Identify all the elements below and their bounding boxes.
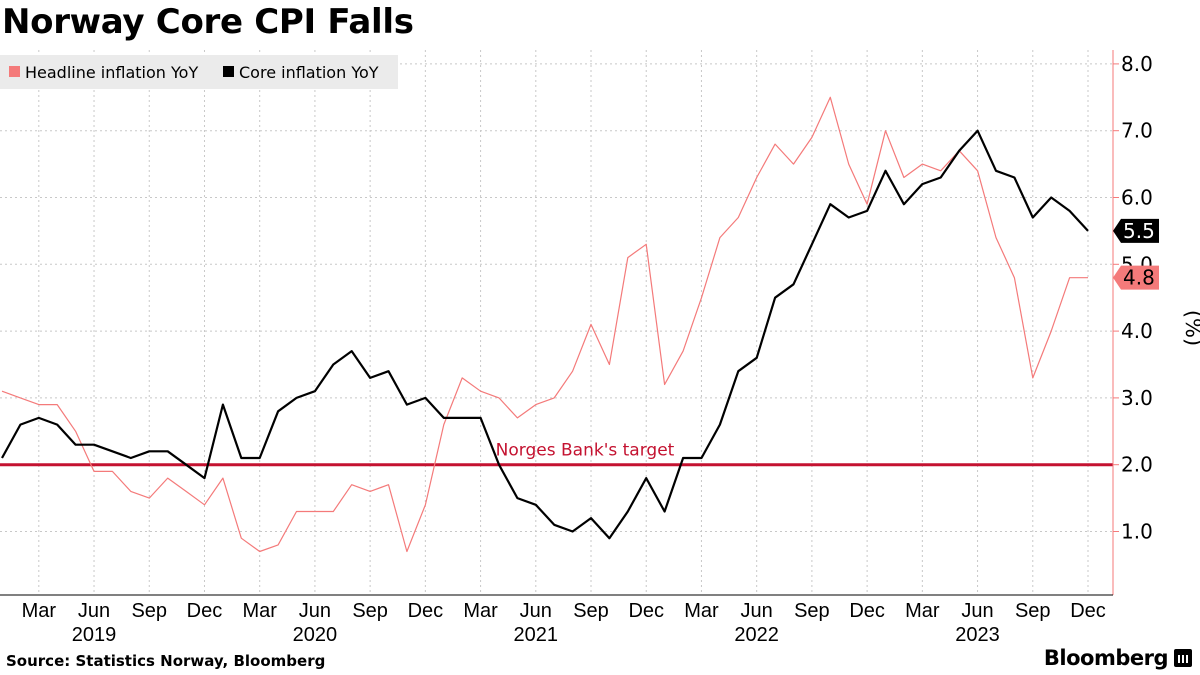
x-tick-label: Mar: [242, 600, 277, 622]
core-last-value-tag: 5.5: [1113, 218, 1159, 243]
terminal-icon: [1174, 649, 1192, 667]
grid: [0, 50, 1113, 595]
source-note: Source: Statistics Norway, Bloomberg: [6, 652, 326, 670]
x-tick-label: Dec: [1070, 600, 1106, 622]
x-year-label: 2020: [293, 624, 338, 646]
x-tick-label: Sep: [352, 600, 388, 622]
x-tick-label: Sep: [573, 600, 609, 622]
x-year-label: 2022: [734, 624, 779, 646]
y-tick-label: 6.0: [1121, 186, 1153, 210]
target-line-label: Norges Bank's target: [496, 441, 675, 461]
x-tick-label: Mar: [22, 600, 57, 622]
legend-swatch-headline: [9, 66, 20, 77]
headline-last-value-tag-text: 4.8: [1123, 266, 1155, 290]
y-axis-label: (%): [1181, 310, 1200, 346]
x-tick-label: Mar: [463, 600, 498, 622]
brand-wordmark: Bloomberg: [1043, 646, 1169, 670]
x-year-label: 2019: [72, 624, 117, 646]
core-series-line: [1, 129, 1089, 540]
x-tick-label: Jun: [299, 600, 331, 622]
legend-label-headline: Headline inflation YoY: [25, 63, 198, 82]
target-line-group: Norges Bank's target: [0, 441, 1113, 467]
chart-title: Norway Core CPI Falls: [2, 2, 414, 42]
y-tick-label: 1.0: [1121, 520, 1153, 544]
x-year-label: 2021: [514, 624, 559, 646]
x-tick-label: Mar: [684, 600, 719, 622]
x-tick-label: Sep: [1015, 600, 1051, 622]
x-tick-label: Dec: [187, 600, 223, 622]
x-tick-label: Jun: [741, 600, 773, 622]
x-tick-label: Jun: [961, 600, 993, 622]
x-tick-label: Jun: [520, 600, 552, 622]
y-tick-label: 7.0: [1121, 119, 1153, 143]
x-tick-label: Dec: [628, 600, 664, 622]
x-tick-label: Dec: [849, 600, 885, 622]
x-tick-label: Dec: [408, 600, 444, 622]
y-tick-label: 3.0: [1121, 386, 1153, 410]
legend: Headline inflation YoY Core inflation YoY: [0, 55, 398, 89]
y-tick-label: 8.0: [1121, 52, 1153, 76]
x-tick-label: Mar: [905, 600, 940, 622]
x-tick-label: Sep: [794, 600, 830, 622]
headline-series-line: [1, 96, 1088, 553]
bloomberg-logo: Bloomberg: [1044, 646, 1192, 670]
x-tick-label: Sep: [131, 600, 167, 622]
headline-last-value-tag: 4.8: [1113, 265, 1159, 290]
x-axis: Mar Jun Sep Dec Mar Jun Sep Dec Mar Jun Sep Dec Mar J…: [0, 594, 1113, 646]
legend-label-core: Core inflation YoY: [239, 63, 379, 82]
y-tick-label: 4.0: [1121, 319, 1153, 343]
core-last-value-tag-text: 5.5: [1123, 219, 1155, 243]
headline-last-value-tag-box: [1113, 265, 1159, 290]
x-year-label: 2023: [955, 624, 1000, 646]
series-group: [1, 96, 1089, 553]
core-last-value-tag-box: [1113, 218, 1159, 243]
legend-background: [0, 55, 398, 89]
y-axis: 1.02.03.04.05.06.07.08.0(%)5.54.8: [1112, 50, 1200, 595]
legend-swatch-core: [223, 66, 234, 77]
x-tick-label: Jun: [78, 600, 110, 622]
y-tick-label: 2.0: [1121, 453, 1153, 477]
